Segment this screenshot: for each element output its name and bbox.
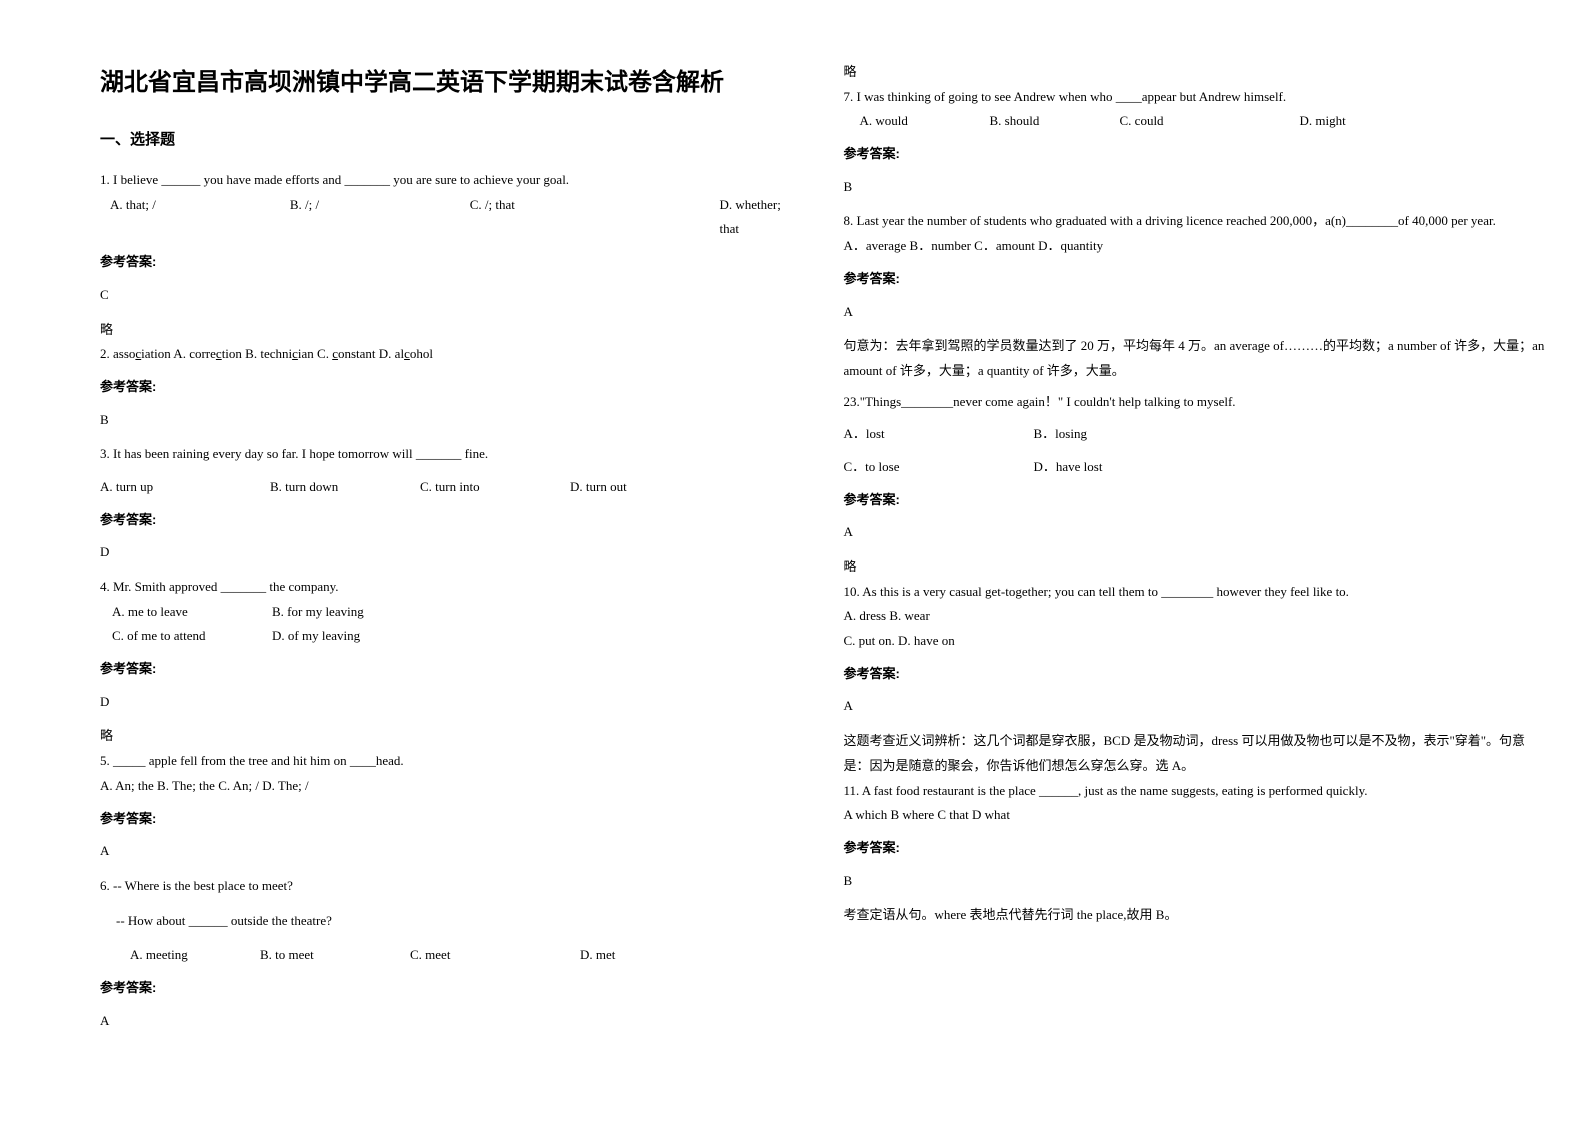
- q4-opt-d: D. of my leaving: [272, 624, 360, 649]
- q8-options: A．average B．number C．amount D．quantity: [844, 234, 1548, 259]
- q4-omit: 略: [100, 724, 804, 749]
- q4-opt-c: C. of me to attend: [112, 624, 272, 649]
- question-4: 4. Mr. Smith approved _______ the compan…: [100, 575, 804, 649]
- q1-opt-a: A. that; /: [110, 193, 290, 242]
- q6-answer: A: [100, 1009, 804, 1034]
- q9-answer: A: [844, 520, 1548, 545]
- q9-options-row2: C．to lose D．have lost: [844, 455, 1548, 480]
- q1-opt-b: B. /; /: [290, 193, 470, 242]
- answer-label: 参考答案:: [844, 142, 1548, 167]
- q8-stem: 8. Last year the number of students who …: [844, 209, 1548, 234]
- q3-stem: 3. It has been raining every day so far.…: [100, 442, 804, 467]
- q10-stem: 10. As this is a very casual get-togethe…: [844, 580, 1548, 605]
- q9-options-row1: A．lost B．losing: [844, 422, 1548, 447]
- q2-m1: iation A. corre: [141, 346, 216, 361]
- answer-label: 参考答案:: [844, 836, 1548, 861]
- q11-stem: 11. A fast food restaurant is the place …: [844, 779, 1548, 804]
- q4-opt-b: B. for my leaving: [272, 600, 364, 625]
- q6-options: A. meeting B. to meet C. meet D. met: [130, 943, 804, 968]
- q6-stem: 6. -- Where is the best place to meet?: [100, 874, 804, 899]
- q2-end: ohol: [410, 346, 433, 361]
- q3-opt-a: A. turn up: [100, 475, 270, 500]
- q1-options: A. that; / B. /; / C. /; that D. whether…: [100, 193, 804, 242]
- q3-opt-d: D. turn out: [570, 475, 627, 500]
- q8-explanation: 句意为：去年拿到驾照的学员数量达到了 20 万，平均每年 4 万。an aver…: [844, 334, 1548, 383]
- answer-label: 参考答案:: [100, 807, 804, 832]
- left-column: 湖北省宜昌市高坝洲镇中学高二英语下学期期末试卷含解析 一、选择题 1. I be…: [100, 60, 804, 1043]
- q4-opt-a: A. me to leave: [112, 600, 272, 625]
- answer-label: 参考答案:: [844, 488, 1548, 513]
- q9-opt-d: D．have lost: [1034, 455, 1103, 480]
- question-1: 1. I believe ______ you have made effort…: [100, 168, 804, 242]
- q7-opt-b: B. should: [990, 109, 1120, 134]
- q5-stem: 5. _____ apple fell from the tree and hi…: [100, 749, 804, 774]
- q2-m3: ian C.: [298, 346, 332, 361]
- question-7: 7. I was thinking of going to see Andrew…: [844, 85, 1548, 134]
- answer-label: 参考答案:: [844, 267, 1548, 292]
- q3-opt-b: B. turn down: [270, 475, 420, 500]
- answer-label: 参考答案:: [100, 976, 804, 1001]
- answer-label: 参考答案:: [100, 375, 804, 400]
- q9-opt-b: B．losing: [1034, 422, 1087, 447]
- section-heading: 一、选择题: [100, 126, 804, 155]
- question-8: 8. Last year the number of students who …: [844, 209, 1548, 258]
- q1-opt-d: D. whether; that: [719, 193, 803, 242]
- answer-label: 参考答案:: [100, 657, 804, 682]
- q3-options: A. turn up B. turn down C. turn into D. …: [100, 475, 804, 500]
- q9-opt-a: A．lost: [844, 422, 1034, 447]
- q8-answer: A: [844, 300, 1548, 325]
- q10-answer: A: [844, 694, 1548, 719]
- q10-explanation: 这题考查近义词辨析：这几个词都是穿衣服，BCD 是及物动词，dress 可以用做…: [844, 729, 1548, 778]
- q6-omit: 略: [844, 60, 1548, 85]
- q5-options: A. An; the B. The; the C. An; / D. The; …: [100, 774, 804, 799]
- q7-answer: B: [844, 175, 1548, 200]
- q9-omit: 略: [844, 555, 1548, 580]
- q4-stem: 4. Mr. Smith approved _______ the compan…: [100, 575, 804, 600]
- q11-answer: B: [844, 869, 1548, 894]
- q10-line2: A. dress B. wear: [844, 604, 1548, 629]
- q2-pre: 2. asso: [100, 346, 135, 361]
- q6-opt-b: B. to meet: [260, 943, 410, 968]
- answer-label: 参考答案:: [100, 250, 804, 275]
- q3-answer: D: [100, 540, 804, 565]
- answer-label: 参考答案:: [844, 662, 1548, 687]
- q2-m2: tion B. techni: [222, 346, 292, 361]
- q6-line2: -- How about ______ outside the theatre?: [116, 909, 804, 934]
- q7-opt-a: A. would: [860, 109, 990, 134]
- q11-options: A which B where C that D what: [844, 803, 1548, 828]
- question-3: 3. It has been raining every day so far.…: [100, 442, 804, 467]
- q1-omit: 略: [100, 318, 804, 343]
- q9-opt-c: C．to lose: [844, 455, 1034, 480]
- q1-opt-c: C. /; that: [470, 193, 720, 242]
- q6-opt-d: D. met: [580, 943, 615, 968]
- q7-opt-c: C. could: [1120, 109, 1300, 134]
- q10-line3: C. put on. D. have on: [844, 629, 1548, 654]
- q7-options: A. would B. should C. could D. might: [860, 109, 1548, 134]
- q6-opt-a: A. meeting: [130, 943, 260, 968]
- q11-explanation: 考查定语从句。where 表地点代替先行词 the place,故用 B。: [844, 903, 1548, 928]
- q9-stem: 23."Things________never come again！" I c…: [844, 390, 1548, 415]
- q6-opt-c: C. meet: [410, 943, 580, 968]
- q4-answer: D: [100, 690, 804, 715]
- q7-stem: 7. I was thinking of going to see Andrew…: [844, 85, 1548, 110]
- q3-opt-c: C. turn into: [420, 475, 570, 500]
- right-column: 略 7. I was thinking of going to see Andr…: [844, 60, 1548, 1043]
- question-6: 6. -- Where is the best place to meet? -…: [100, 874, 804, 968]
- question-11: 11. A fast food restaurant is the place …: [844, 779, 1548, 828]
- q2-answer: B: [100, 408, 804, 433]
- answer-label: 参考答案:: [100, 508, 804, 533]
- q2-m4: onstant D. al: [338, 346, 404, 361]
- question-2: 2. association A. correction B. technici…: [100, 342, 804, 367]
- question-5: 5. _____ apple fell from the tree and hi…: [100, 749, 804, 798]
- q5-answer: A: [100, 839, 804, 864]
- question-10: 10. As this is a very casual get-togethe…: [844, 580, 1548, 654]
- q1-answer: C: [100, 283, 804, 308]
- page-title: 湖北省宜昌市高坝洲镇中学高二英语下学期期末试卷含解析: [100, 60, 804, 106]
- question-9: 23."Things________never come again！" I c…: [844, 390, 1548, 480]
- q1-stem: 1. I believe ______ you have made effort…: [100, 168, 804, 193]
- q7-opt-d: D. might: [1300, 109, 1346, 134]
